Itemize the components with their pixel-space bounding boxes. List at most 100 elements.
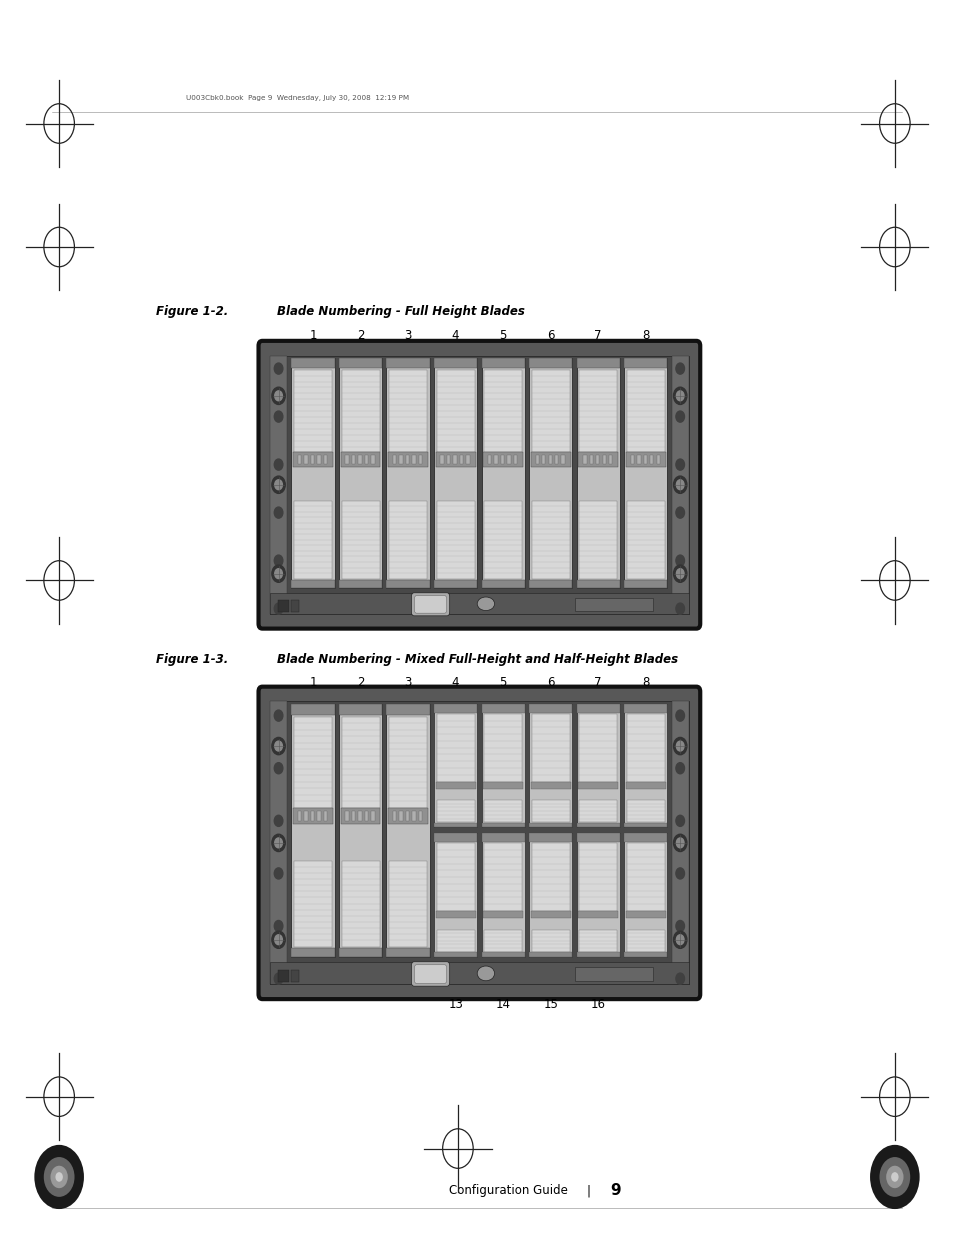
Circle shape bbox=[274, 479, 282, 490]
Circle shape bbox=[34, 1145, 84, 1209]
Text: 7: 7 bbox=[594, 330, 601, 342]
Bar bbox=[626, 930, 664, 952]
Circle shape bbox=[675, 920, 683, 931]
Circle shape bbox=[676, 479, 683, 490]
FancyBboxPatch shape bbox=[258, 687, 700, 999]
Circle shape bbox=[673, 475, 686, 493]
Bar bbox=[494, 456, 497, 464]
Text: |: | bbox=[586, 1184, 590, 1197]
Bar bbox=[578, 800, 617, 823]
Bar bbox=[297, 456, 301, 464]
Bar bbox=[291, 969, 298, 982]
Bar bbox=[399, 811, 402, 821]
Bar bbox=[531, 800, 569, 823]
Text: 6: 6 bbox=[546, 330, 554, 342]
Circle shape bbox=[274, 920, 282, 931]
Bar bbox=[292, 580, 335, 588]
Bar bbox=[304, 811, 308, 821]
Bar bbox=[389, 716, 427, 808]
Text: 9: 9 bbox=[609, 1183, 620, 1198]
Circle shape bbox=[675, 815, 683, 826]
Bar bbox=[514, 456, 517, 464]
Circle shape bbox=[274, 973, 282, 984]
Bar bbox=[388, 808, 428, 824]
Circle shape bbox=[274, 935, 282, 945]
FancyBboxPatch shape bbox=[415, 965, 446, 983]
Circle shape bbox=[675, 411, 683, 422]
Bar bbox=[340, 452, 380, 467]
FancyBboxPatch shape bbox=[411, 962, 449, 987]
Circle shape bbox=[675, 973, 683, 984]
Text: 4: 4 bbox=[452, 677, 459, 689]
Circle shape bbox=[675, 868, 683, 879]
Bar bbox=[578, 782, 618, 789]
Bar bbox=[529, 823, 572, 827]
Bar bbox=[436, 782, 475, 789]
Bar bbox=[323, 811, 327, 821]
Circle shape bbox=[673, 931, 686, 948]
Bar bbox=[434, 358, 476, 368]
Bar bbox=[578, 500, 617, 579]
Circle shape bbox=[885, 1166, 902, 1188]
Text: Blade Numbering - Full Height Blades: Blade Numbering - Full Height Blades bbox=[276, 305, 524, 317]
Bar bbox=[626, 500, 664, 579]
Bar bbox=[589, 456, 593, 464]
Bar bbox=[481, 952, 524, 957]
Bar bbox=[317, 811, 320, 821]
Circle shape bbox=[274, 603, 282, 614]
Circle shape bbox=[675, 710, 683, 721]
Bar bbox=[671, 356, 688, 614]
Bar bbox=[576, 952, 619, 957]
Bar bbox=[596, 456, 598, 464]
Bar bbox=[548, 456, 552, 464]
Bar bbox=[304, 456, 308, 464]
Bar bbox=[358, 456, 361, 464]
Bar bbox=[447, 456, 450, 464]
Bar bbox=[352, 811, 355, 821]
Bar bbox=[483, 452, 522, 467]
Bar bbox=[576, 823, 619, 827]
Text: U003Cbk0.book  Page 9  Wednesday, July 30, 2008  12:19 PM: U003Cbk0.book Page 9 Wednesday, July 30,… bbox=[186, 95, 409, 100]
Bar bbox=[630, 456, 634, 464]
Text: 3: 3 bbox=[404, 330, 412, 342]
Bar bbox=[436, 930, 475, 952]
Bar bbox=[418, 811, 422, 821]
Bar bbox=[623, 358, 667, 588]
Circle shape bbox=[272, 388, 285, 405]
Text: 3: 3 bbox=[404, 677, 412, 689]
Text: 8: 8 bbox=[641, 677, 649, 689]
Circle shape bbox=[274, 390, 282, 401]
Bar bbox=[578, 452, 618, 467]
Bar bbox=[623, 704, 667, 827]
Bar bbox=[434, 952, 476, 957]
Bar bbox=[323, 456, 327, 464]
Ellipse shape bbox=[476, 966, 494, 981]
Bar bbox=[483, 782, 522, 789]
Bar bbox=[270, 356, 287, 614]
Ellipse shape bbox=[476, 597, 494, 610]
Bar bbox=[292, 704, 335, 957]
Bar bbox=[292, 358, 335, 368]
Circle shape bbox=[675, 508, 683, 519]
Bar bbox=[541, 456, 545, 464]
Bar bbox=[440, 456, 443, 464]
Bar bbox=[338, 358, 382, 588]
Bar bbox=[338, 358, 382, 368]
Circle shape bbox=[274, 459, 282, 471]
Bar bbox=[530, 782, 570, 789]
Bar bbox=[317, 456, 320, 464]
Bar bbox=[623, 823, 667, 827]
Bar bbox=[386, 704, 429, 957]
Bar bbox=[371, 811, 375, 821]
Bar bbox=[576, 358, 619, 368]
Bar bbox=[608, 456, 612, 464]
Bar bbox=[602, 456, 605, 464]
Bar bbox=[341, 716, 379, 808]
Circle shape bbox=[676, 741, 683, 751]
Bar bbox=[531, 369, 569, 452]
Text: Configuration Guide: Configuration Guide bbox=[448, 1184, 567, 1197]
Bar bbox=[371, 456, 375, 464]
Text: 2: 2 bbox=[356, 677, 364, 689]
Bar bbox=[434, 704, 476, 713]
Bar bbox=[529, 952, 572, 957]
